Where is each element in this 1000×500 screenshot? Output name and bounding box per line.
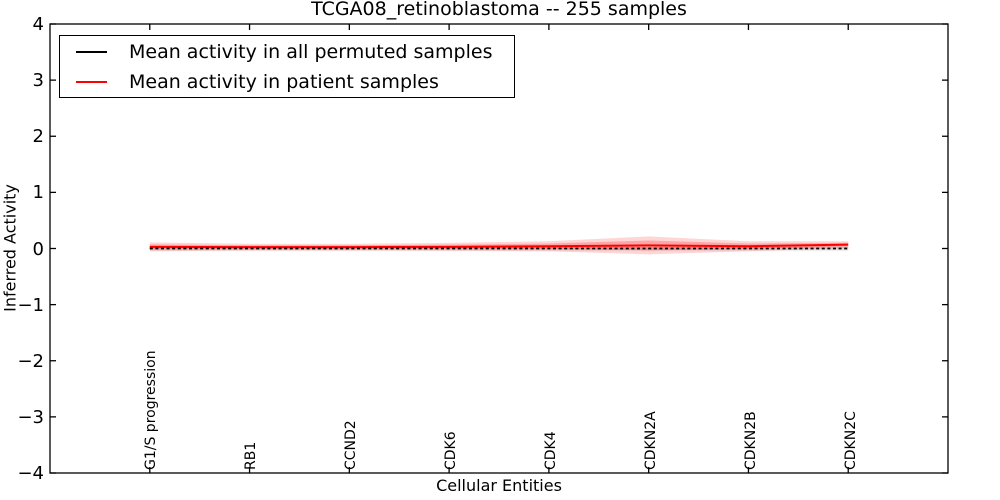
legend-entry-patient: Mean activity in patient samples xyxy=(60,67,514,97)
y-tick-label: 3 xyxy=(33,70,44,91)
legend-label: Mean activity in patient samples xyxy=(129,70,439,93)
legend-line-sample-black xyxy=(76,50,107,53)
legend: Mean activity in all permuted samples Me… xyxy=(59,35,515,98)
x-tick-label: CDKN2B xyxy=(743,411,759,470)
y-tick-label: 0 xyxy=(33,239,44,260)
x-tick-label: G1/S progression xyxy=(143,350,159,470)
chart-title: TCGA08_retinoblastoma -- 255 samples xyxy=(311,0,687,20)
x-tick-label: CDK6 xyxy=(443,431,459,470)
x-tick-label: RB1 xyxy=(243,442,259,470)
legend-label: Mean activity in all permuted samples xyxy=(129,40,493,63)
x-axis-label: Cellular Entities xyxy=(436,476,562,495)
y-tick-label: −4 xyxy=(17,463,44,484)
x-tick-label: CCND2 xyxy=(343,420,359,470)
x-tick-labels: G1/S progression RB1 CCND2 CDK6 CDK4 CDK… xyxy=(143,350,859,470)
legend-line-sample-red xyxy=(76,80,107,83)
y-tick-label: −2 xyxy=(17,351,44,372)
legend-entry-permuted: Mean activity in all permuted samples xyxy=(60,37,514,67)
y-tick-label: 4 xyxy=(33,14,44,35)
tick-marks xyxy=(50,23,948,474)
series-lines xyxy=(149,243,849,250)
y-tick-label: 2 xyxy=(33,126,44,147)
y-tick-label: −1 xyxy=(17,295,44,316)
confidence-band xyxy=(149,236,849,255)
y-tick-label: 1 xyxy=(33,182,44,203)
x-tick-label: CDKN2A xyxy=(643,411,659,470)
x-tick-label: CDKN2C xyxy=(843,411,859,470)
y-tick-labels: 4 3 2 1 0 −1 −2 −3 −4 xyxy=(17,14,44,484)
series-line-patient xyxy=(149,243,849,249)
y-tick-label: −3 xyxy=(17,407,44,428)
x-tick-label: CDK4 xyxy=(543,431,559,470)
